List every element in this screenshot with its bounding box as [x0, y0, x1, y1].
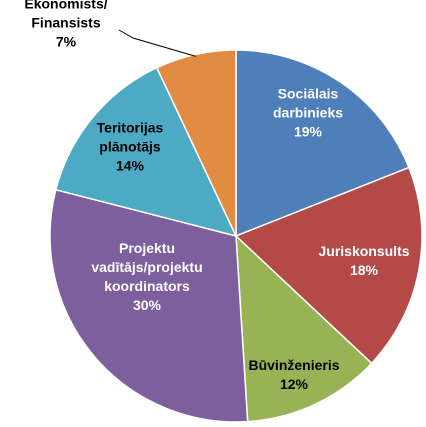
slice-name-label-4: Projektu — [119, 240, 175, 256]
slice-name-label-2: Juriskonsults — [318, 243, 409, 259]
pie-slice-4 — [49, 188, 249, 423]
slice-name-label-3: Būvinženieris — [248, 357, 339, 373]
slice-percent-label-5: 14% — [116, 158, 145, 174]
slice-name-label-6: Ekonomists/ — [24, 0, 107, 12]
slice-name-label-4: koordinators — [104, 278, 190, 294]
pie-slice-6 — [155, 49, 237, 237]
pie-slice-1 — [235, 49, 410, 238]
slice-name-label-5: Teritorijas — [97, 120, 164, 136]
slice-name-label-4: vadītājs/projektu — [91, 259, 202, 275]
slice-percent-label-6: 7% — [56, 34, 77, 50]
leader-line — [118, 29, 197, 57]
slice-percent-label-2: 18% — [350, 262, 379, 278]
pie-slice-2 — [234, 166, 423, 365]
pie-slice-5 — [54, 66, 238, 238]
slice-percent-label-3: 12% — [280, 376, 309, 392]
slice-name-label-1: darbinieks — [273, 105, 343, 121]
slice-name-label-6: Finansists — [31, 15, 100, 31]
slice-name-label-1: Sociālais — [278, 86, 339, 102]
slice-percent-label-1: 19% — [294, 124, 323, 140]
slice-name-label-5: plānotājs — [99, 139, 161, 155]
slice-percent-label-4: 30% — [133, 297, 162, 313]
pie-slice-3 — [235, 234, 373, 423]
